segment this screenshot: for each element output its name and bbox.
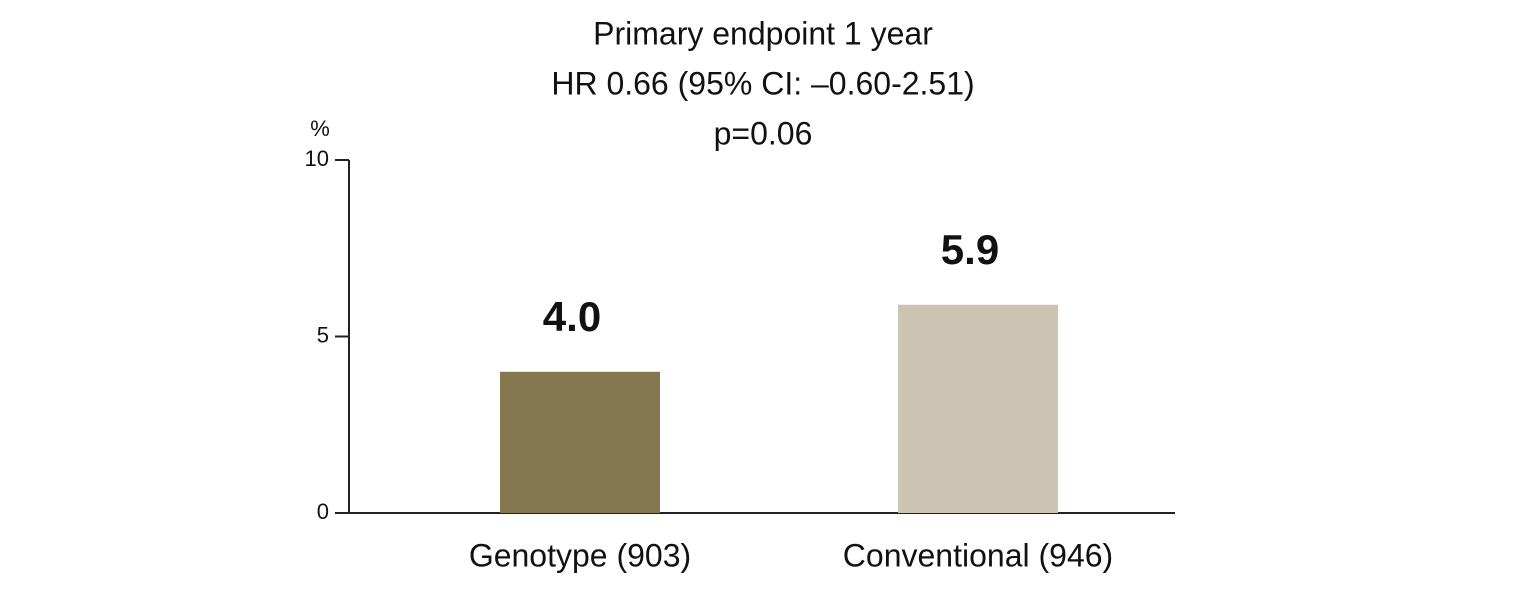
x-tick-label: Conventional (946)	[843, 537, 1113, 573]
y-axis-label: %	[310, 116, 330, 141]
y-tick-label: 10	[305, 146, 329, 171]
bar	[500, 371, 660, 513]
value-label: 5.9	[941, 226, 999, 273]
bar	[898, 304, 1058, 513]
chart-title: Primary endpoint 1 year	[593, 15, 933, 51]
x-tick-label: Genotype (903)	[469, 537, 691, 573]
y-tick-label: 5	[317, 322, 329, 347]
chart-title: HR 0.66 (95% CI: –0.60-2.51)	[551, 65, 974, 101]
value-label: 4.0	[543, 293, 601, 340]
chart-title: p=0.06	[714, 115, 813, 151]
y-tick-label: 0	[317, 499, 329, 524]
